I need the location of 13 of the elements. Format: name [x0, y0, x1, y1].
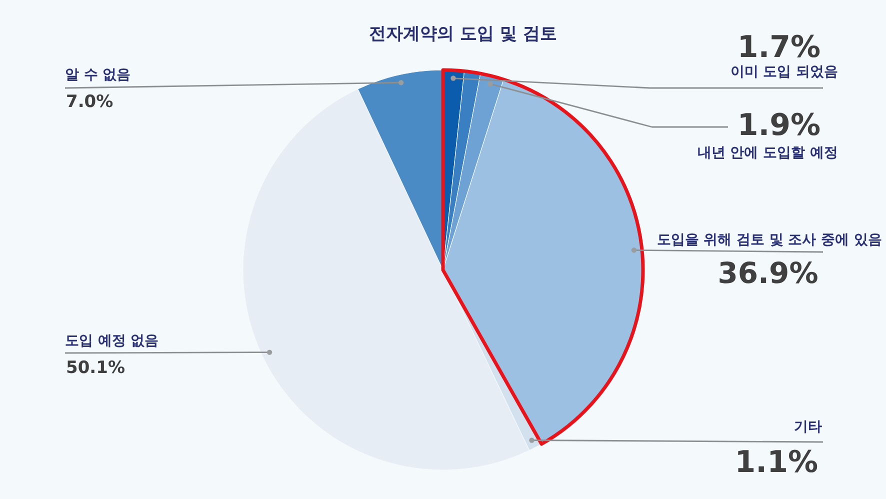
slice-label: 알 수 없음 — [65, 67, 131, 83]
slice-label: 도입 예정 없음 — [65, 333, 159, 349]
data-label: 1.7% — [737, 30, 821, 65]
slice-label: 기타 — [794, 419, 822, 435]
data-label: 50.1% — [66, 358, 125, 378]
data-label: 1.9% — [737, 108, 821, 143]
slice-label: 도입을 위해 검토 및 조사 중에 있음 — [656, 232, 882, 248]
data-label: 7.0% — [66, 92, 114, 112]
data-label: 36.9% — [718, 256, 818, 290]
chart-title: 전자계약의 도입 및 검토 — [369, 24, 557, 44]
data-label: 1.1% — [734, 445, 818, 480]
slice-label: 내년 안에 도입할 예정 — [697, 145, 838, 161]
slice-label: 이미 도입 되었음 — [730, 64, 838, 80]
